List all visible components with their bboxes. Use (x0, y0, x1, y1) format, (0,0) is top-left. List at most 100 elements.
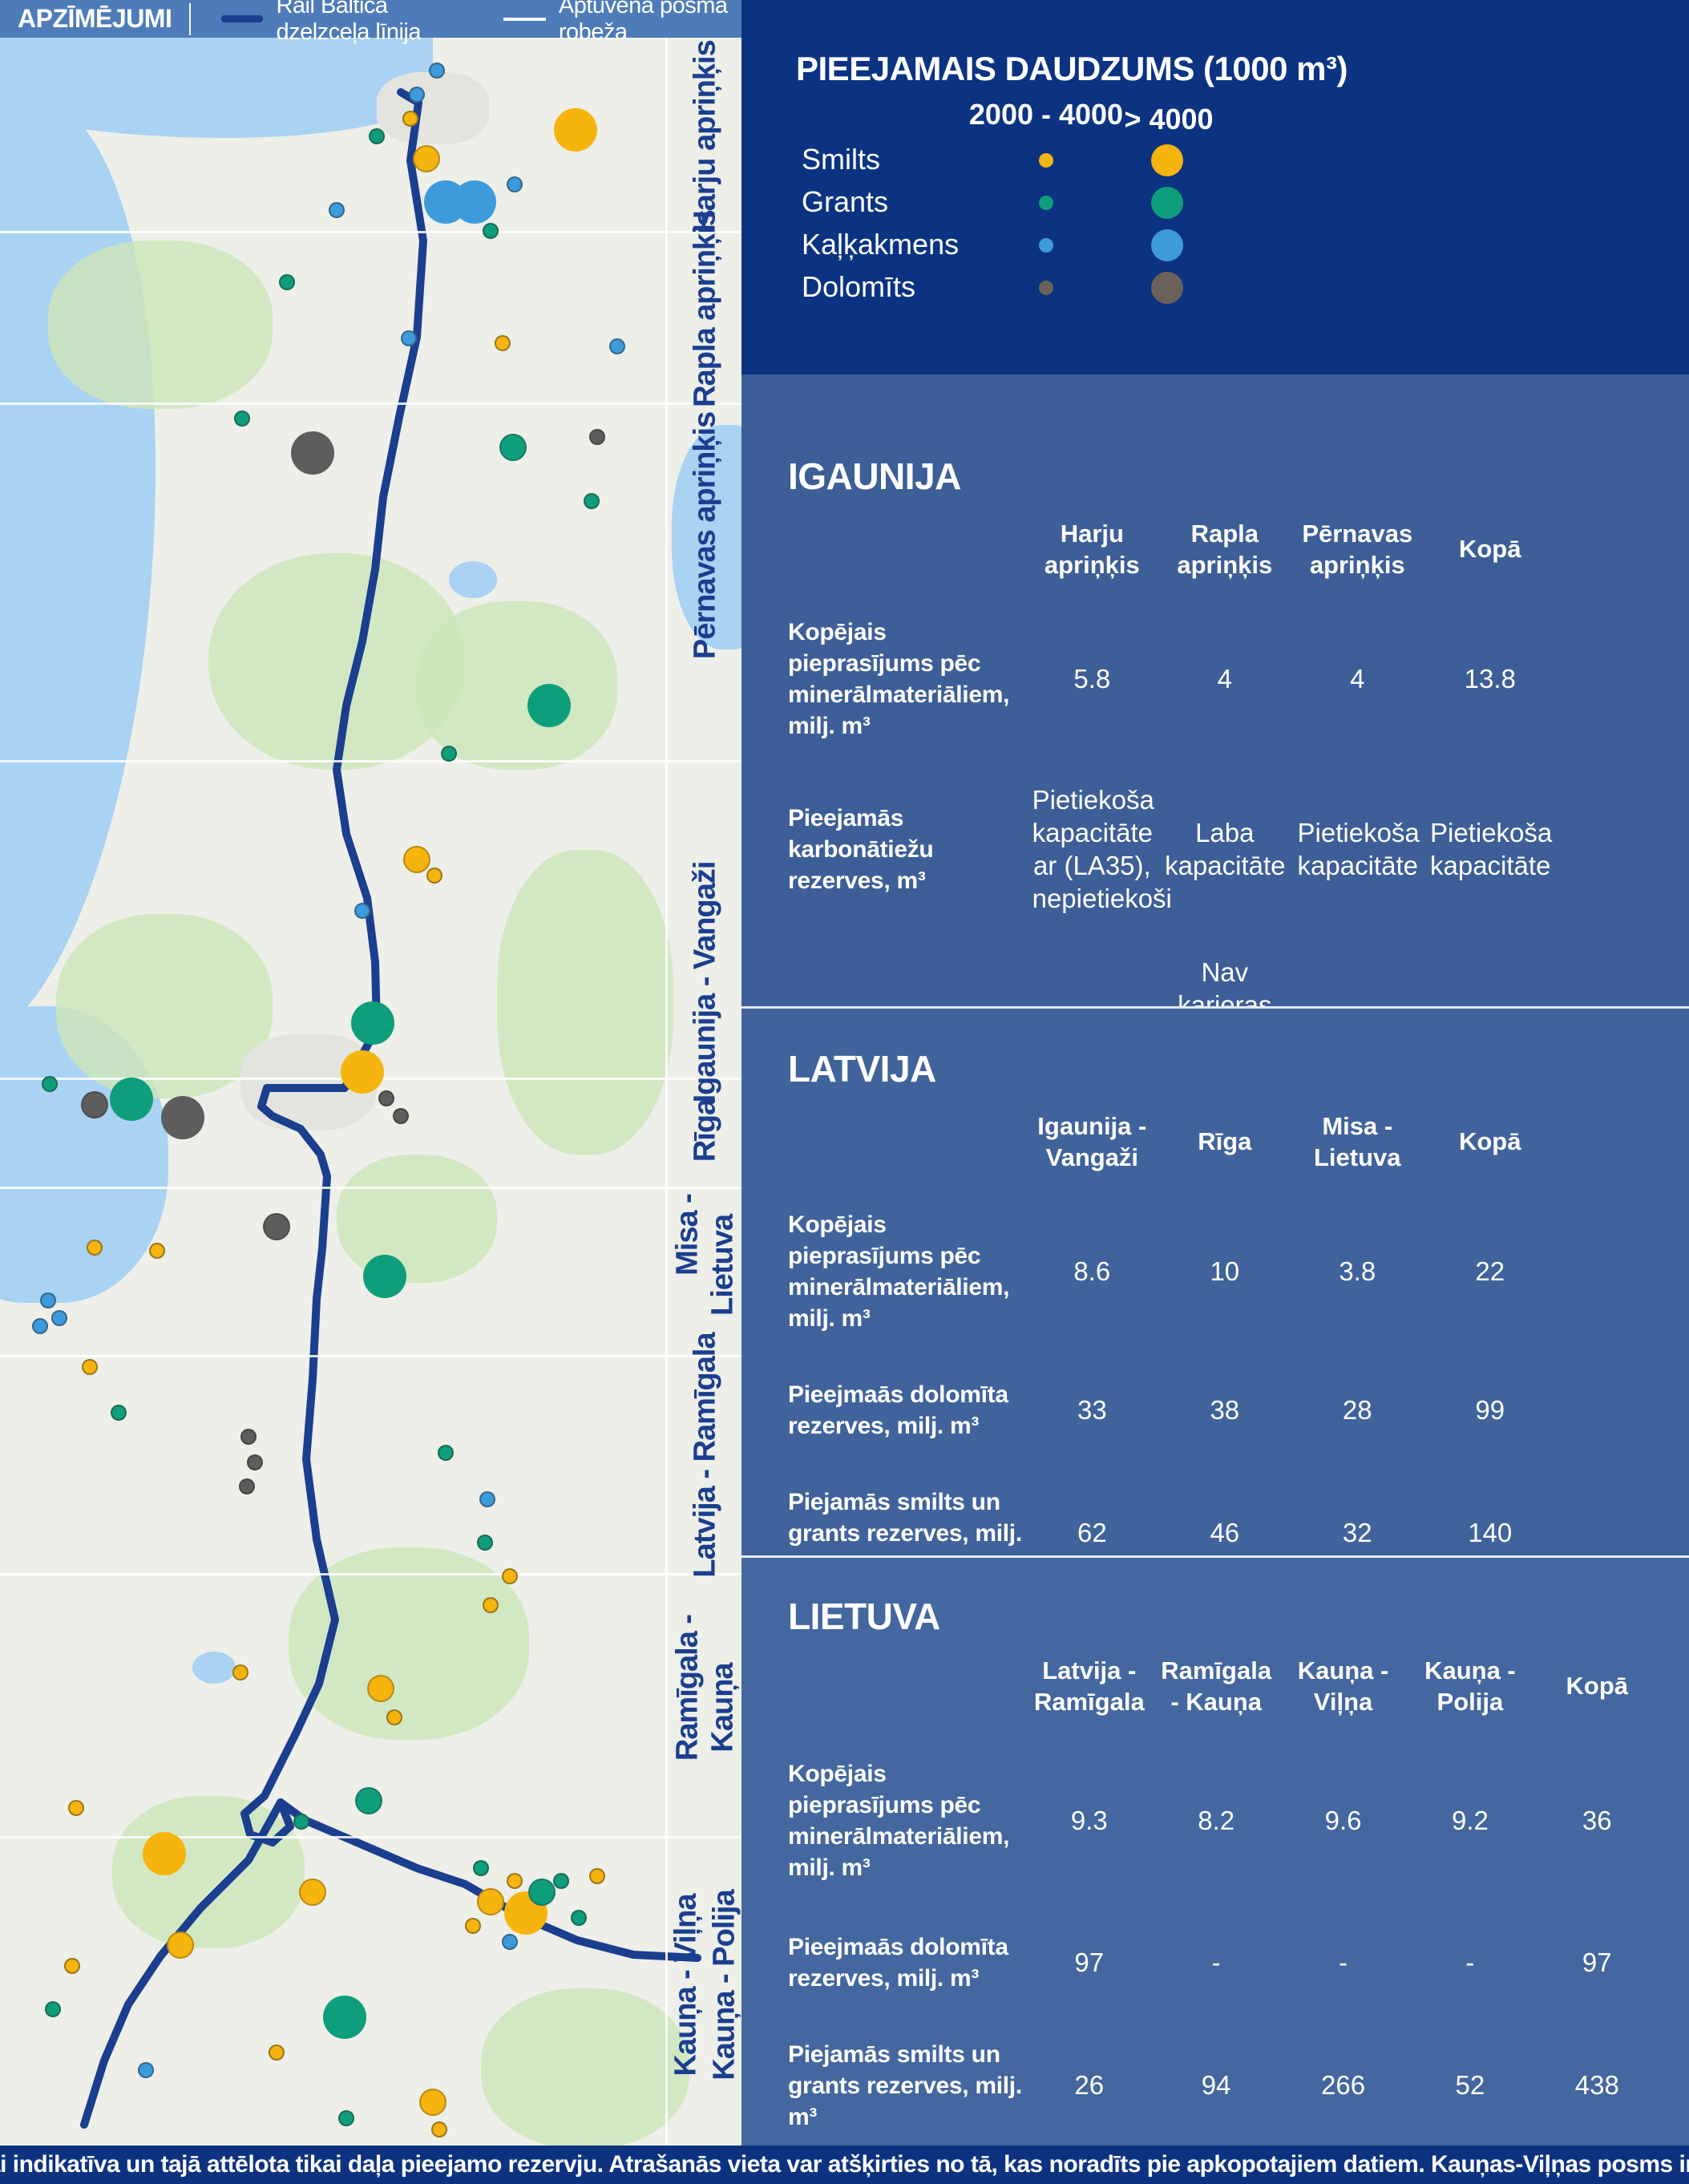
quarry-dot (363, 1255, 406, 1298)
cell-value: 62 (1077, 1518, 1107, 1548)
cell-value: 99 (1475, 1394, 1505, 1425)
disclaimer-text: Karte ir tikai indikatīva un tajā attēlo… (0, 2151, 1689, 2178)
quarry-dot (589, 1868, 605, 1884)
cell-value: Pietiekoša kapacitāte ar (LA35), nepieti… (1032, 784, 1172, 914)
legend-item-rail-line: Rail Baltica dzelzceļa līnija (220, 0, 473, 46)
quarry-dot (367, 1675, 394, 1702)
cell-value: 52 (1455, 2070, 1485, 2101)
quarry-dot (483, 223, 499, 239)
quarry-dot (473, 1860, 489, 1876)
quarry-dot (51, 1310, 67, 1326)
cell-value: - (1211, 1947, 1221, 1977)
quarry-dot (502, 1568, 518, 1584)
lake-peipus (672, 425, 741, 649)
strip-section-label: Pērnavas apriņķis (688, 411, 722, 660)
row-label: Kopējais pieprasījums pēc minerālmateriā… (788, 1760, 1010, 1881)
kalkakmens-large-dot (1151, 229, 1183, 261)
grants-large-dot (1151, 187, 1183, 219)
quarry-dot (293, 1814, 309, 1830)
cell-value: 4 (1350, 663, 1365, 694)
cell-value: 9.6 (1324, 1805, 1362, 1835)
cell-value: 266 (1321, 2070, 1366, 2101)
quarry-dot (143, 1832, 186, 1875)
quarry-dot (528, 1879, 556, 1906)
quarry-dot (279, 274, 295, 290)
quarry-dot (42, 1076, 58, 1092)
cell-value: 4 (1217, 663, 1232, 694)
quarry-dot (161, 1096, 204, 1139)
quarry-dot (111, 1405, 127, 1421)
quarry-dot (479, 1491, 495, 1507)
quarry-dot (441, 746, 457, 762)
table-row: Kopējais pieprasījums pēc minerālmateriā… (741, 1758, 1689, 1883)
quantity-legend-title: PIEEJAMAIS DAUDZUMS (1000 m³) (796, 50, 1348, 87)
table-section-lietuva: LIETUVA Latvija - Ramīgala Ramīgala - Ka… (741, 1555, 1689, 2146)
disclaimer-footer: Karte ir tikai indikatīva un tajā attēlo… (0, 2146, 1689, 2184)
cell-value: 9.2 (1451, 1805, 1489, 1835)
quarry-dot (32, 1318, 48, 1334)
quarry-dot (269, 2044, 285, 2061)
quarry-dot (247, 1454, 263, 1470)
cell-value: 33 (1077, 1394, 1107, 1425)
quarry-dot (507, 1873, 523, 1889)
row-label: Kopējais pieprasījums pēc minerālmateriā… (788, 618, 1010, 739)
table-row: Pieejmaās dolomīta rezerves, milj. m³ 33… (741, 1379, 1689, 1442)
quarry-dot (483, 1597, 499, 1613)
forest-patch (481, 1988, 689, 2146)
table-row: Kopējais pieprasījums pēc minerālmateriā… (741, 1209, 1689, 1334)
quarry-dot (68, 1800, 84, 1816)
rail-main (80, 88, 427, 2129)
cell-value: Pietiekoša kapacitāte (1430, 817, 1553, 880)
section-label-strip: Harju apriņķis Rapla apriņķis Pērnavas apr… (665, 0, 741, 2146)
quarry-dot (291, 431, 334, 475)
quarry-dot (419, 2089, 446, 2116)
cell-value: 32 (1342, 1518, 1372, 1548)
forest-patch (497, 850, 673, 1155)
rail-branch (277, 1798, 701, 1962)
legend-bar-divider (189, 2, 191, 35)
cell-value: 13.8 (1464, 663, 1516, 694)
quarry-dot (431, 2121, 447, 2137)
column-header: Kopā (1566, 1672, 1629, 1701)
quarry-dot (341, 1050, 384, 1094)
quarry-dot (64, 1958, 80, 1974)
quarry-dot (323, 1996, 366, 2039)
quarry-dot (149, 1243, 165, 1259)
cell-value: 10 (1210, 1256, 1240, 1286)
kalkakmens-small-dot (1039, 238, 1053, 253)
quarry-dot (232, 1664, 249, 1680)
column-header: Misa - Lietuva (1314, 1112, 1401, 1171)
quarry-dot (453, 180, 496, 224)
quarry-dot (438, 1445, 454, 1461)
cell-value: 97 (1582, 1947, 1612, 1977)
section-boundary-line (0, 402, 741, 405)
cell-value: 26 (1074, 2070, 1105, 2101)
map-legend-bar: APZĪMĒJUMI Rail Baltica dzelzceļa līnija… (0, 0, 741, 45)
column-header: Latvija - Ramīgala (1033, 1656, 1145, 1716)
quarry-dot (527, 684, 571, 727)
section-border-label: Aptuvenā posma robeža (558, 0, 728, 45)
strip-section-label: Kauņa - Polija (707, 1890, 741, 2081)
cell-value: 5.8 (1073, 663, 1111, 694)
rail-baltica-line (80, 88, 701, 2129)
quarry-dot (495, 335, 511, 351)
quarry-dot (409, 87, 425, 103)
quarry-dot (403, 846, 430, 873)
table-section-igaunija: IGAUNIJA Harju apriņķis Rapla apriņķis P… (741, 374, 1689, 1119)
quarry-dot (429, 63, 445, 79)
column-header: Ramīgala - Kauņa (1161, 1656, 1272, 1716)
table-header-row: Harju apriņķis Rapla apriņķis Pērnavas a… (741, 519, 1689, 581)
row-label: Pieejamās karbonātiežu rezerves, m³ (788, 804, 934, 894)
quarry-dot (401, 330, 417, 346)
cell-value: 22 (1475, 1256, 1505, 1286)
map-area: Harju apriņķis Rapla apriņķis Pērnavas apr… (0, 0, 741, 2146)
cell-value: - (1465, 1947, 1475, 1977)
quarry-dot (355, 1787, 382, 1814)
quarry-dot (354, 903, 370, 919)
quarry-dot (82, 1359, 98, 1375)
quarry-dot (329, 202, 345, 218)
quarry-dot (45, 2001, 61, 2017)
quarry-dot (378, 1090, 394, 1106)
table-header-row: Igaunija - Vangaži Rīga Misa - Lietuva K… (741, 1111, 1689, 1174)
table-header-row: Latvija - Ramīgala Ramīgala - Kauņa Kauņ… (741, 1656, 1689, 1718)
